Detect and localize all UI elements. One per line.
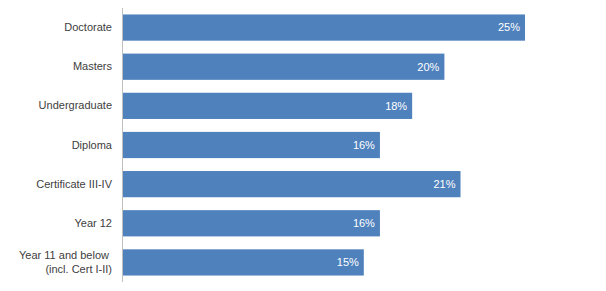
tick-label: Year 12: [74, 217, 112, 229]
tick: Undergraduate: [39, 99, 122, 111]
tick-label: Doctorate: [64, 21, 112, 33]
bar: [122, 54, 444, 80]
data-label: 16%: [353, 217, 375, 229]
bar: [122, 249, 364, 275]
tick: Certificate III-IV: [36, 178, 122, 190]
tick: Doctorate: [64, 21, 122, 33]
tick: Masters: [73, 60, 122, 72]
tick-label: Masters: [73, 60, 113, 72]
data-labels: 25% 20% 18% 16% 21% 16% 15%: [337, 21, 520, 268]
bars: [122, 14, 525, 275]
tick-label: Certificate III-IV: [36, 178, 112, 190]
tick-label: Undergraduate: [39, 99, 112, 111]
data-label: 21%: [433, 178, 455, 190]
bar: [122, 132, 380, 158]
bar: [122, 210, 380, 236]
tick-label: Year 11 and below (incl. Cert I-II): [19, 249, 112, 275]
bar: [122, 14, 525, 40]
tick: Year 12: [74, 217, 122, 229]
tick: Year 11 and below (incl. Cert I-II): [19, 249, 122, 275]
data-label: 25%: [498, 21, 520, 33]
data-label: 20%: [417, 61, 439, 73]
chart: Doctorate Masters Undergraduate Diploma Cert…: [0, 0, 606, 291]
y-axis: Doctorate Masters Undergraduate Diploma Cert…: [19, 8, 122, 282]
bar: [122, 93, 412, 119]
data-label: 15%: [337, 256, 359, 268]
data-label: 16%: [353, 139, 375, 151]
axis-line: [122, 8, 123, 282]
data-label: 18%: [385, 100, 407, 112]
bar: [122, 171, 461, 197]
tick: Diploma: [72, 139, 122, 151]
tick-label: Diploma: [72, 139, 113, 151]
